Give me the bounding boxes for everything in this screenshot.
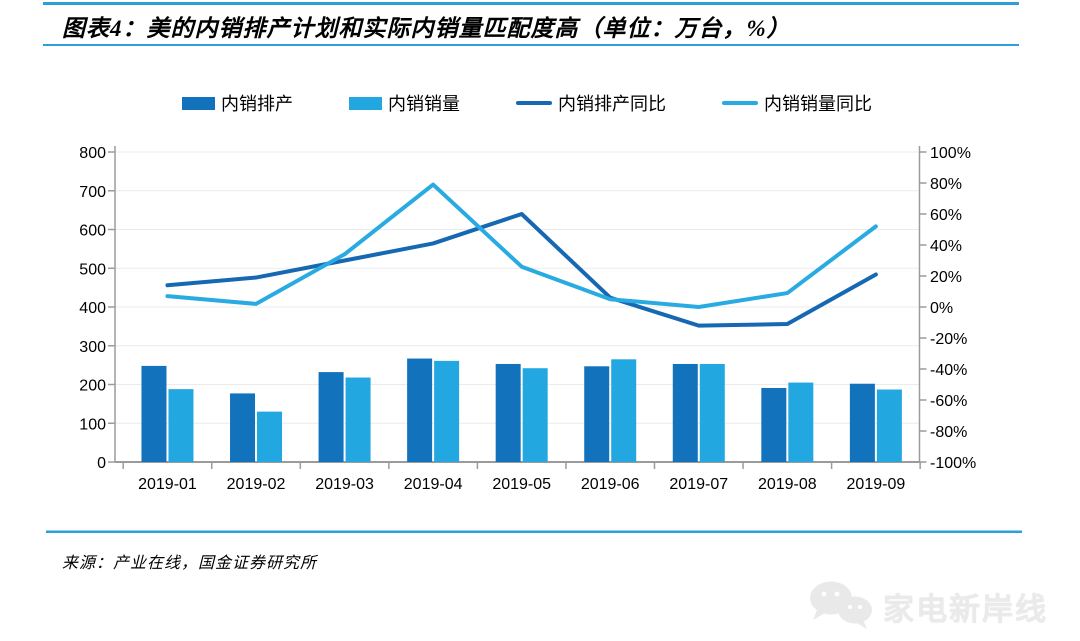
x-axis-category-label: 2019-09	[847, 476, 906, 493]
right-axis-tick-label: 20%	[930, 269, 962, 286]
bar-内销排产-2019-08	[761, 387, 787, 462]
legend-line-swatch-light	[722, 101, 758, 105]
left-axis-tick-label: 500	[79, 261, 106, 278]
left-axis-tick-label: 400	[79, 300, 106, 317]
bar-内销销量-2019-07	[699, 363, 725, 462]
line-内销销量同比	[165, 182, 878, 309]
x-axis-category-label: 2019-06	[581, 476, 640, 493]
title-top-rule	[43, 2, 1019, 5]
legend-item-xiaoliang-yoy: 内销销量同比	[722, 90, 872, 116]
title-bottom-rule	[43, 44, 1019, 46]
right-axis-tick-label: -40%	[930, 362, 967, 379]
x-axis-category-label: 2019-07	[669, 476, 728, 493]
chart-title: 图表4：美的内销排产计划和实际内销量匹配度高（单位：万台，%）	[62, 16, 791, 41]
bar-内销销量-2019-08	[788, 382, 814, 462]
bar-内销销量-2019-05	[522, 368, 548, 462]
x-axis-category-label: 2019-03	[315, 476, 374, 493]
right-axis-tick-label: -60%	[930, 393, 967, 410]
footer-rule	[46, 530, 1022, 533]
bar-内销排产-2019-06	[584, 366, 610, 462]
bar-内销排产-2019-05	[495, 363, 521, 462]
left-axis-tick-label: 100	[79, 416, 106, 433]
left-axis-tick-label: 0	[97, 455, 106, 472]
right-axis-tick-label: 40%	[930, 238, 962, 255]
legend-label: 内销排产同比	[558, 94, 666, 114]
bar-内销销量-2019-06	[611, 359, 637, 462]
x-axis-category-label: 2019-08	[758, 476, 817, 493]
chart-legend: 内销排产 内销销量 内销排产同比 内销销量同比	[182, 90, 872, 116]
right-axis-tick-label: -100%	[930, 455, 976, 472]
source-note: 来源：产业在线，国金证券研究所	[62, 555, 318, 572]
bar-内销销量-2019-04	[434, 360, 460, 462]
right-axis-tick-label: -20%	[930, 331, 967, 348]
bar-内销排产-2019-09	[849, 383, 875, 462]
left-axis-tick-label: 700	[79, 184, 106, 201]
x-axis-category-label: 2019-02	[227, 476, 286, 493]
bar-内销排产-2019-04	[407, 358, 433, 462]
left-axis-tick-label: 800	[79, 145, 106, 162]
legend-label: 内销销量	[388, 94, 460, 114]
line-内销排产同比	[165, 212, 878, 328]
bar-内销销量-2019-03	[345, 377, 371, 462]
bar-内销排产-2019-02	[230, 393, 256, 462]
legend-item-xiaoliang: 内销销量	[349, 90, 460, 116]
right-axis-tick-label: -80%	[930, 424, 967, 441]
legend-label: 内销排产	[221, 94, 293, 114]
bar-内销销量-2019-09	[876, 389, 902, 462]
right-axis-tick-label: 100%	[930, 145, 971, 162]
bar-内销销量-2019-02	[257, 411, 283, 462]
legend-item-paichan-yoy: 内销排产同比	[516, 90, 666, 116]
right-axis-tick-label: 80%	[930, 176, 962, 193]
bar-内销排产-2019-01	[141, 365, 167, 462]
left-axis-tick-label: 300	[79, 339, 106, 356]
watermark: 家电新岸线	[805, 580, 1048, 632]
legend-line-swatch-dark	[516, 101, 552, 105]
bar-内销排产-2019-03	[318, 372, 344, 462]
x-axis-category-label: 2019-04	[404, 476, 463, 493]
left-axis-tick-label: 200	[79, 378, 106, 395]
bar-内销排产-2019-07	[672, 363, 698, 462]
bar-内销销量-2019-01	[168, 389, 194, 462]
x-axis-category-label: 2019-05	[492, 476, 551, 493]
x-axis-category-label: 2019-01	[138, 476, 197, 493]
legend-label: 内销销量同比	[764, 94, 872, 114]
legend-item-paichan: 内销排产	[182, 90, 293, 116]
legend-bar-swatch-light	[349, 96, 382, 110]
left-axis-tick-label: 600	[79, 223, 106, 240]
right-axis-tick-label: 0%	[930, 300, 953, 317]
wechat-icon	[810, 581, 872, 629]
legend-bar-swatch-dark	[182, 96, 215, 110]
watermark-text: 家电新岸线	[883, 591, 1048, 627]
right-axis-tick-label: 60%	[930, 207, 962, 224]
